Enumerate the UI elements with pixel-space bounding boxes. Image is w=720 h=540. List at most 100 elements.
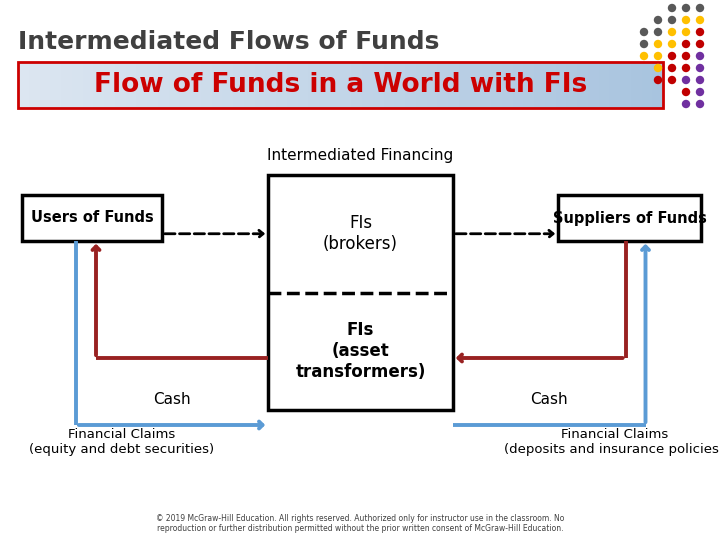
Bar [491, 62, 503, 108]
Bar [395, 62, 406, 108]
Circle shape [683, 77, 690, 84]
Circle shape [696, 17, 703, 24]
Bar [29, 62, 40, 108]
Bar [362, 62, 374, 108]
Text: Financial Claims
(deposits and insurance policies): Financial Claims (deposits and insurance… [505, 428, 720, 456]
Bar [61, 62, 73, 108]
Bar [330, 62, 341, 108]
FancyBboxPatch shape [268, 175, 453, 410]
Text: Financial Claims
(equity and debt securities): Financial Claims (equity and debt securi… [30, 428, 215, 456]
Bar [265, 62, 277, 108]
Bar [598, 62, 611, 108]
Bar [50, 62, 62, 108]
Text: Intermediated Financing: Intermediated Financing [267, 148, 454, 163]
Bar [631, 62, 642, 108]
Bar [469, 62, 481, 108]
Circle shape [683, 100, 690, 107]
Circle shape [668, 29, 675, 36]
Bar [566, 62, 578, 108]
Bar [179, 62, 191, 108]
Bar [437, 62, 449, 108]
Bar [276, 62, 288, 108]
Bar [136, 62, 148, 108]
Bar [609, 62, 621, 108]
Bar [545, 62, 557, 108]
Text: Users of Funds: Users of Funds [31, 211, 153, 226]
Bar [556, 62, 567, 108]
Bar [40, 62, 51, 108]
Bar [620, 62, 631, 108]
Bar [341, 62, 352, 108]
Circle shape [654, 17, 662, 24]
Circle shape [683, 89, 690, 96]
Bar [415, 62, 428, 108]
Bar [94, 62, 105, 108]
Circle shape [683, 64, 690, 71]
Bar [168, 62, 180, 108]
Circle shape [668, 77, 675, 84]
Circle shape [696, 52, 703, 59]
Bar [480, 62, 492, 108]
Text: © 2019 McGraw-Hill Education. All rights reserved. Authorized only for instructo: © 2019 McGraw-Hill Education. All rights… [156, 514, 564, 533]
FancyBboxPatch shape [22, 195, 162, 241]
Bar [114, 62, 127, 108]
Circle shape [696, 77, 703, 84]
Text: FIs
(brokers): FIs (brokers) [323, 214, 398, 253]
Bar [459, 62, 470, 108]
Bar [523, 62, 535, 108]
Circle shape [668, 17, 675, 24]
Text: Flow of Funds in a World with FIs: Flow of Funds in a World with FIs [94, 72, 587, 98]
Bar [201, 62, 212, 108]
Bar [426, 62, 438, 108]
Bar [254, 62, 266, 108]
Circle shape [696, 64, 703, 71]
Bar [308, 62, 320, 108]
Bar [222, 62, 234, 108]
Circle shape [683, 17, 690, 24]
Bar [233, 62, 245, 108]
Bar [244, 62, 256, 108]
Circle shape [641, 52, 647, 59]
Bar [287, 62, 299, 108]
Bar [72, 62, 84, 108]
Circle shape [641, 29, 647, 36]
Bar [405, 62, 417, 108]
Bar [297, 62, 310, 108]
Bar [147, 62, 158, 108]
Bar [534, 62, 546, 108]
Circle shape [683, 40, 690, 48]
Circle shape [641, 40, 647, 48]
Circle shape [668, 52, 675, 59]
Circle shape [696, 4, 703, 11]
Bar [190, 62, 202, 108]
Bar [642, 62, 653, 108]
Bar [588, 62, 600, 108]
Circle shape [696, 29, 703, 36]
Circle shape [683, 4, 690, 11]
Circle shape [696, 100, 703, 107]
Bar [513, 62, 524, 108]
Bar [577, 62, 589, 108]
Circle shape [654, 40, 662, 48]
Text: Suppliers of Funds: Suppliers of Funds [552, 211, 706, 226]
Bar [502, 62, 513, 108]
Circle shape [683, 52, 690, 59]
Bar [18, 62, 30, 108]
Bar [319, 62, 330, 108]
Bar [158, 62, 169, 108]
Circle shape [668, 64, 675, 71]
Text: Cash: Cash [153, 392, 191, 407]
Circle shape [696, 89, 703, 96]
Circle shape [654, 64, 662, 71]
Bar [125, 62, 138, 108]
FancyBboxPatch shape [558, 195, 701, 241]
Circle shape [654, 29, 662, 36]
Circle shape [654, 52, 662, 59]
Text: Cash: Cash [531, 392, 568, 407]
Bar [351, 62, 363, 108]
Text: FIs
(asset
transformers): FIs (asset transformers) [295, 321, 426, 381]
Circle shape [683, 29, 690, 36]
Bar [384, 62, 395, 108]
Circle shape [654, 77, 662, 84]
Bar [212, 62, 223, 108]
